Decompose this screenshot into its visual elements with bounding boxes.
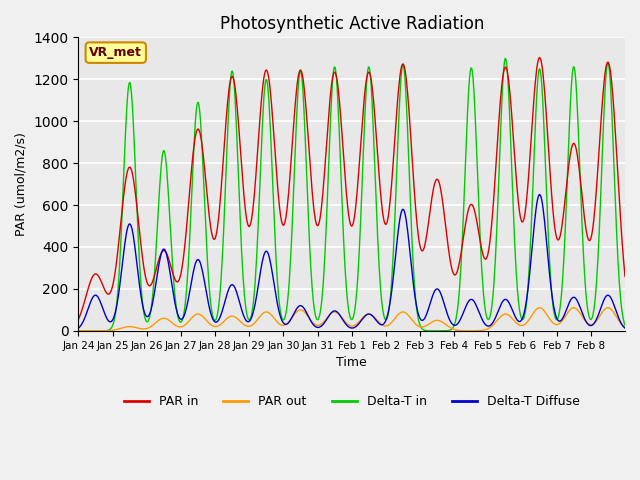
Delta-T Diffuse — [621, 325, 629, 331]
PAR in — [239, 182, 247, 188]
Delta-T Diffuse — [408, 268, 416, 274]
Title: Photosynthetic Active Radiation: Photosynthetic Active Radiation — [220, 15, 484, 33]
PAR in — [75, 316, 83, 322]
Delta-T in — [439, 328, 447, 334]
Delta-T Diffuse — [239, 311, 247, 317]
Legend: PAR in, PAR out, Delta-T in, Delta-T Diffuse: PAR in, PAR out, Delta-T in, Delta-T Dif… — [119, 390, 584, 413]
PAR out — [139, 326, 147, 332]
Delta-T in — [408, 236, 416, 242]
Delta-T in — [621, 322, 629, 328]
PAR in — [408, 152, 416, 157]
Delta-T in — [501, 56, 509, 61]
PAR in — [536, 55, 543, 60]
PAR in — [266, 86, 274, 92]
Line: PAR out: PAR out — [79, 308, 625, 331]
PAR in — [439, 198, 447, 204]
Delta-T Diffuse — [266, 258, 274, 264]
Delta-T in — [266, 120, 274, 126]
PAR out — [287, 317, 294, 323]
PAR in — [287, 162, 294, 168]
Line: PAR in: PAR in — [79, 58, 625, 319]
Delta-T in — [239, 274, 247, 279]
Delta-T Diffuse — [139, 302, 147, 308]
Delta-T in — [287, 252, 294, 258]
PAR out — [439, 319, 447, 325]
PAR out — [239, 321, 247, 327]
Delta-T Diffuse — [75, 325, 83, 331]
PAR out — [621, 325, 629, 331]
PAR in — [139, 255, 147, 261]
Text: VR_met: VR_met — [90, 46, 142, 59]
PAR out — [266, 311, 274, 317]
PAR in — [621, 274, 629, 279]
PAR out — [408, 317, 416, 323]
Delta-T in — [139, 300, 147, 306]
Line: Delta-T Diffuse: Delta-T Diffuse — [79, 194, 625, 328]
Delta-T Diffuse — [536, 192, 543, 197]
PAR out — [570, 305, 577, 311]
Y-axis label: PAR (umol/m2/s): PAR (umol/m2/s) — [15, 132, 28, 236]
Line: Delta-T in: Delta-T in — [79, 59, 625, 331]
PAR out — [75, 328, 83, 334]
Delta-T in — [75, 328, 83, 334]
Delta-T Diffuse — [287, 317, 294, 323]
X-axis label: Time: Time — [337, 356, 367, 369]
Delta-T Diffuse — [439, 296, 447, 301]
